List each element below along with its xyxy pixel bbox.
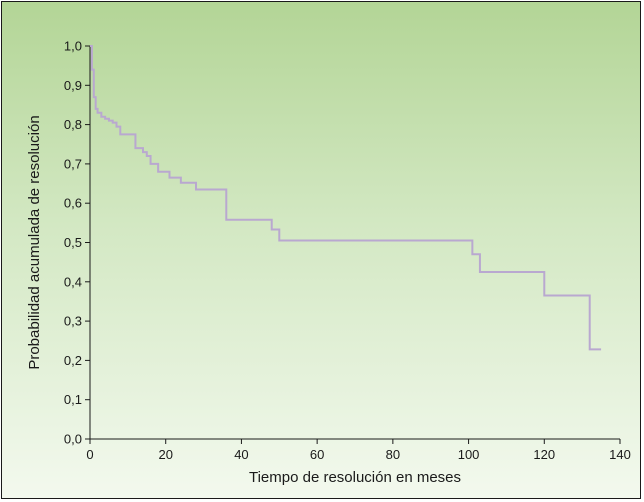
x-axis-label: Tiempo de resolución en meses <box>249 469 461 486</box>
x-tick-label: 0 <box>86 447 93 462</box>
survival-curve <box>90 45 602 351</box>
y-tick-label: 0,5 <box>64 235 82 250</box>
y-tick-label: 0,2 <box>64 353 82 368</box>
y-tick-label: 0,0 <box>64 432 82 447</box>
x-tick-label: 140 <box>609 447 631 462</box>
y-tick-label: 0,4 <box>64 274 82 289</box>
axes <box>89 46 620 440</box>
y-axis-label: Probabilidad acumulada de resolución <box>26 115 43 369</box>
x-tick-label: 120 <box>533 447 555 462</box>
x-tick-label: 40 <box>234 447 248 462</box>
y-tick-label: 0,8 <box>64 117 82 132</box>
y-ticks: 0,0 0,1 0,2 0,3 0,4 0,5 0,6 0,7 0,8 0,9 1,0 <box>64 39 90 447</box>
y-tick-label: 0,3 <box>64 314 82 329</box>
y-tick-label: 1,0 <box>64 39 82 54</box>
y-tick-label: 0,7 <box>64 156 82 171</box>
y-tick-label: 0,6 <box>64 196 82 211</box>
y-tick-label: 0,9 <box>64 78 82 93</box>
x-tick-label: 80 <box>386 447 400 462</box>
y-tick-label: 0,1 <box>64 392 82 407</box>
x-tick-label: 20 <box>158 447 172 462</box>
x-tick-label: 60 <box>310 447 324 462</box>
x-ticks: 0 20 40 60 80 100 120 140 <box>86 439 631 462</box>
x-tick-label: 100 <box>458 447 480 462</box>
